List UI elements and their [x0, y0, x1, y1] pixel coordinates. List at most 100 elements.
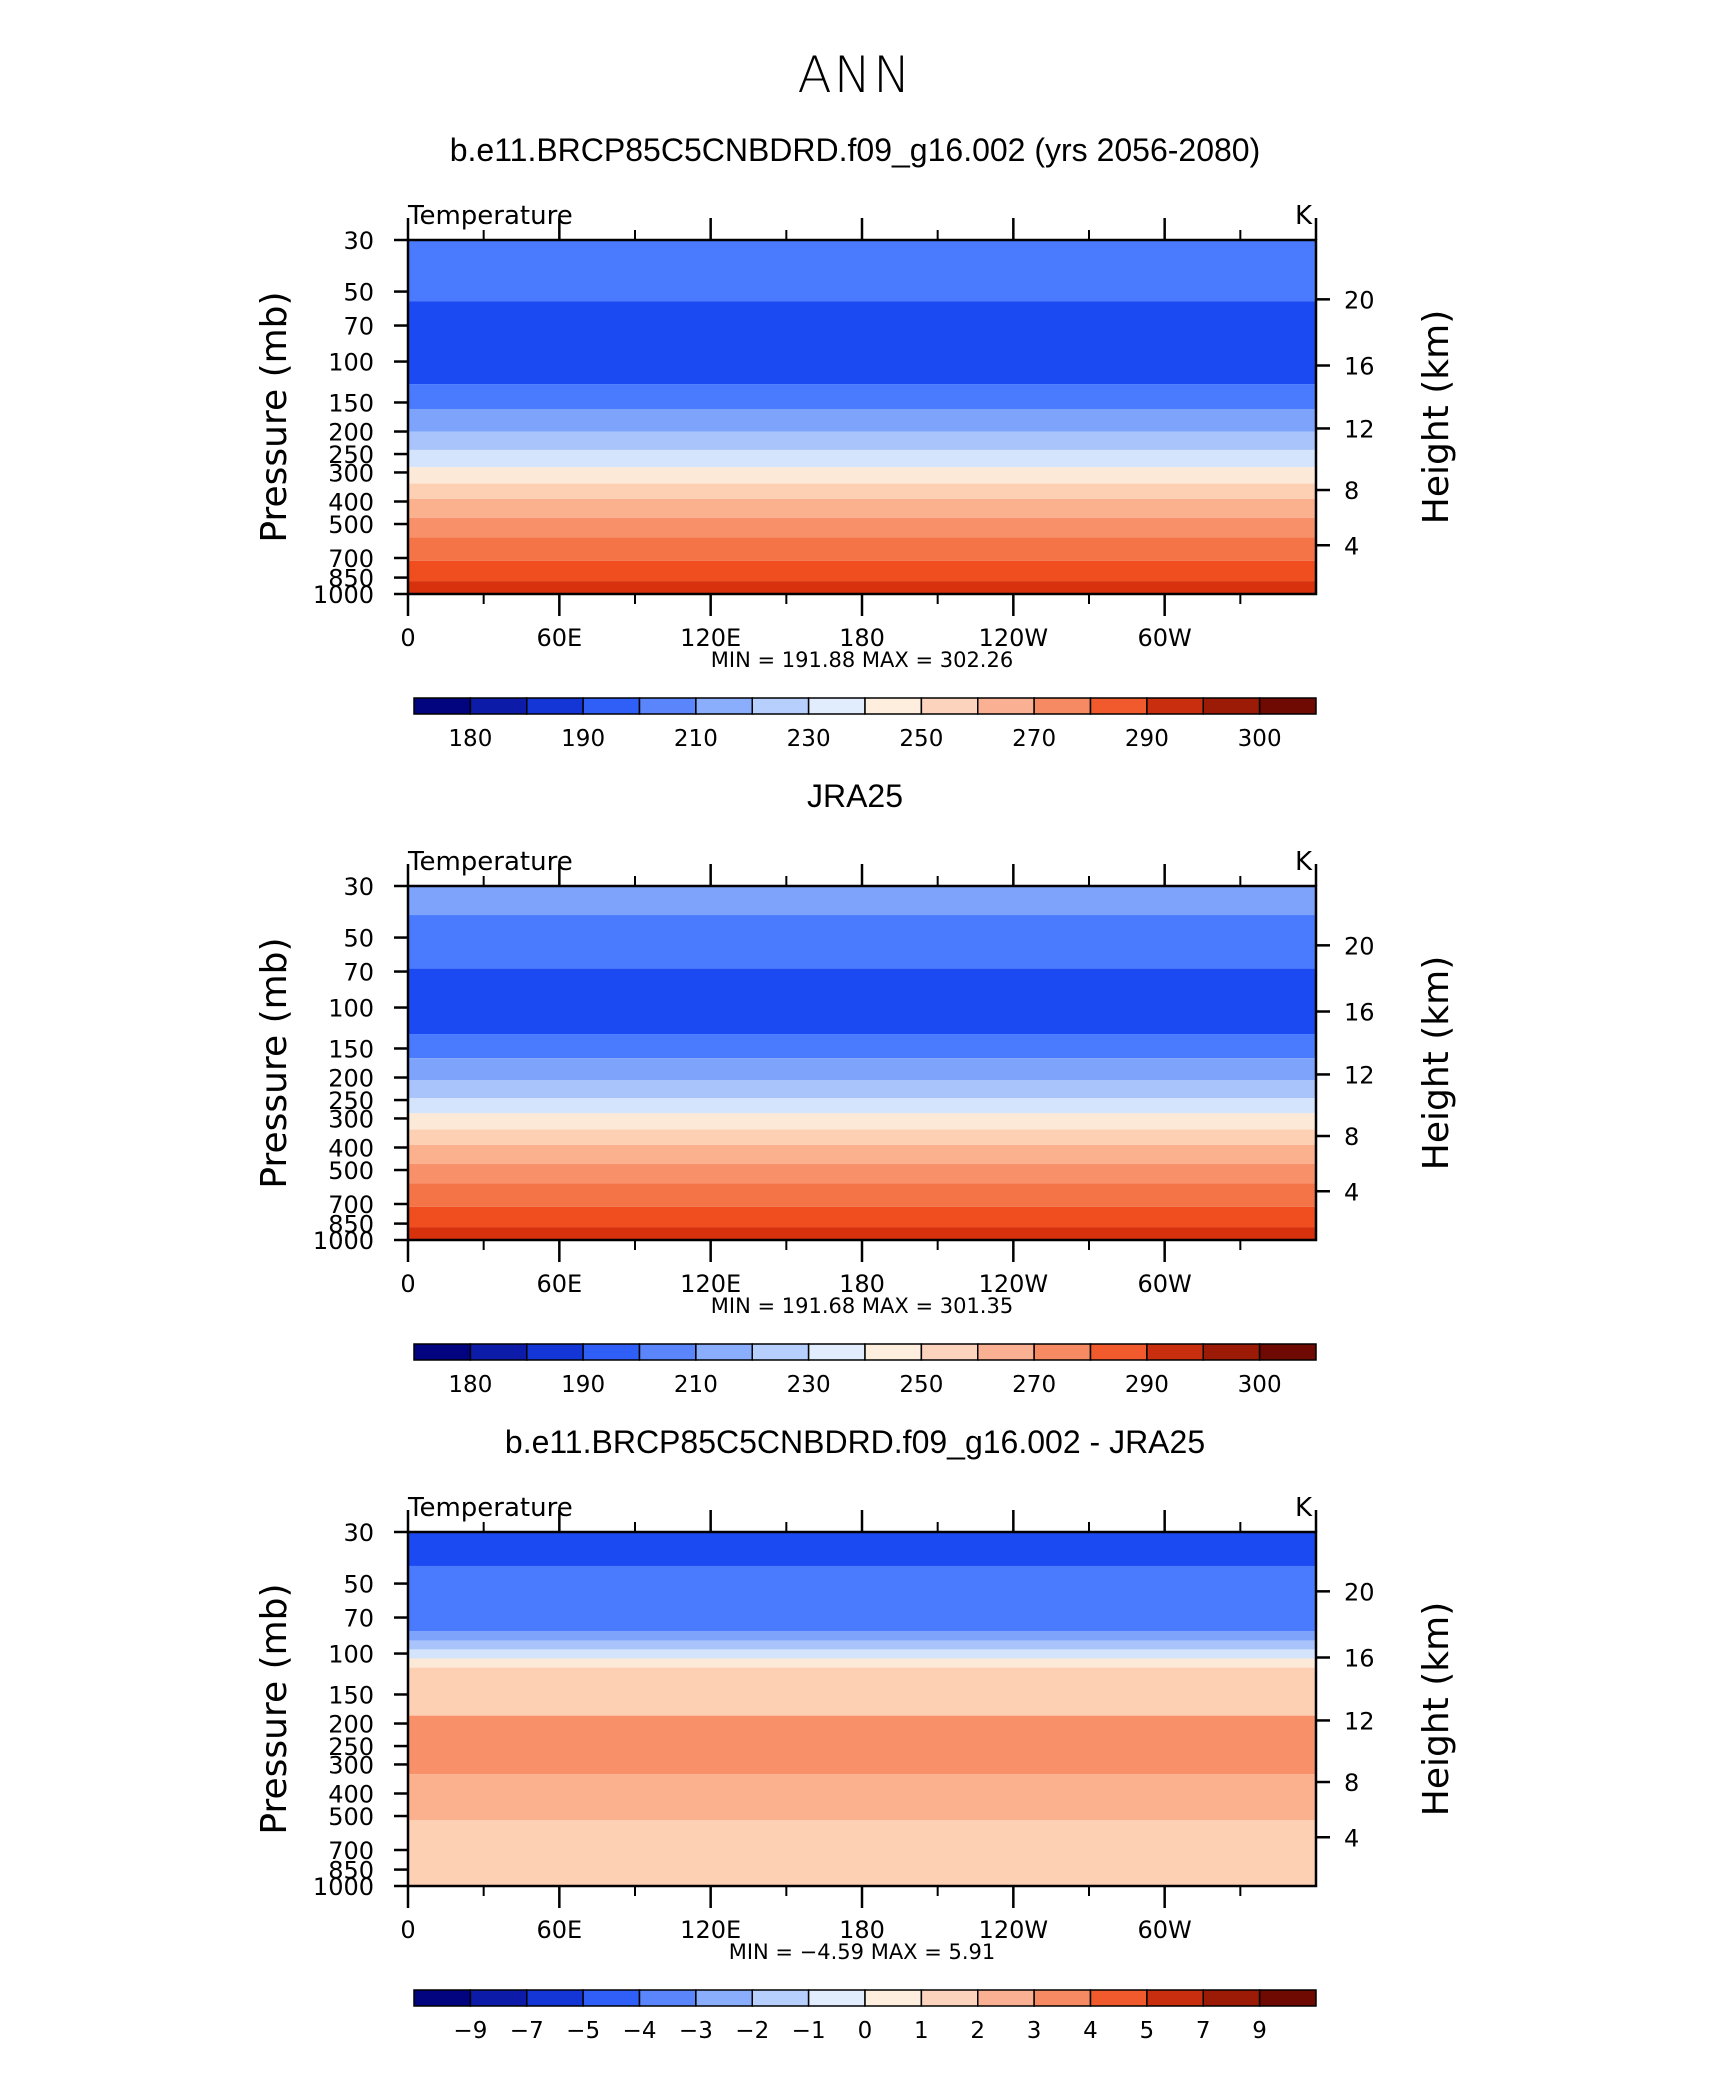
height-tick-label: 8	[1344, 477, 1359, 505]
colorbar-box	[864, 1989, 923, 2007]
units-label: K	[1295, 847, 1313, 877]
pressure-tick-label: 250	[328, 441, 374, 469]
panel-title: JRA25	[807, 778, 903, 814]
variable-label: Temperature	[407, 201, 573, 231]
colorbar-tick-label: 230	[787, 1372, 831, 1398]
x-tick-label: 180	[839, 1916, 885, 1944]
pressure-tick-label: 250	[328, 1733, 374, 1761]
pressure-tick-label: 700	[328, 545, 374, 573]
pressure-tick-label: 150	[328, 389, 374, 417]
colorbar: 180 190 210 230 250 270 290 300	[413, 1343, 1317, 1398]
colorbar-tick-label: 0	[858, 2018, 873, 2044]
colorbar-box	[1146, 1989, 1204, 2007]
x-tick-label: 0	[400, 624, 415, 652]
pressure-tick-label: 850	[328, 1211, 374, 1239]
y-axis-title-right: Height (km)	[1416, 1602, 1457, 1816]
pressure-tick-label: 70	[343, 959, 374, 987]
contour-bands	[408, 1532, 1316, 1886]
height-tick-label: 12	[1344, 1061, 1375, 1089]
contour-band	[408, 1649, 1316, 1659]
colorbar-tick-label: 290	[1125, 1372, 1169, 1398]
contour-band	[408, 1715, 1316, 1775]
height-tick-label: 16	[1344, 999, 1375, 1027]
colorbar-box	[1033, 697, 1092, 715]
colorbar-tick-label: 190	[561, 726, 605, 752]
units-label: K	[1295, 1493, 1313, 1523]
colorbar-box	[695, 697, 753, 715]
colorbar-tick-label: 300	[1238, 1372, 1282, 1398]
pressure-tick-label: 100	[328, 349, 374, 377]
x-tick-label: 60E	[536, 624, 582, 652]
variable-label: Temperature	[407, 847, 573, 877]
contour-band	[408, 1631, 1316, 1641]
pressure-tick-label: 850	[328, 565, 374, 593]
colorbar-tick-label: 180	[448, 726, 492, 752]
colorbar-box	[1146, 1343, 1204, 1361]
colorbar-box	[807, 1989, 866, 2007]
panel-3: b.e11.BRCP85C5CNBDRD.f09_g16.002 - JRA25…	[254, 1424, 1457, 2044]
colorbar-box	[1146, 697, 1204, 715]
colorbar-box	[469, 697, 528, 715]
x-tick-label: 60W	[1138, 1270, 1192, 1298]
x-tick-label: 60E	[536, 1916, 582, 1944]
colorbar-box	[977, 697, 1035, 715]
contour-band	[408, 301, 1316, 385]
colorbar-tick-label: 230	[787, 726, 831, 752]
x-tick-label: 60E	[536, 1270, 582, 1298]
height-tick-label: 20	[1344, 286, 1375, 314]
pressure-tick-label: 70	[343, 1605, 374, 1633]
contour-band	[408, 1658, 1316, 1668]
colorbar-tick-label: −9	[453, 2018, 487, 2044]
pressure-tick-label: 300	[328, 1751, 374, 1779]
y-axis-title-left: Pressure (mb)	[254, 291, 295, 542]
pressure-tick-label: 1000	[313, 1227, 374, 1255]
colorbar-box	[1258, 1989, 1317, 2007]
contour-band	[408, 1113, 1316, 1130]
pressure-tick-label: 400	[328, 1780, 374, 1808]
colorbar-tick-label: 3	[1027, 2018, 1042, 2044]
colorbar-tick-label: 250	[899, 1372, 943, 1398]
colorbar-box	[920, 1989, 979, 2007]
colorbar-tick-label: 250	[899, 726, 943, 752]
colorbar-tick-label: 5	[1140, 2018, 1155, 2044]
panel-title: b.e11.BRCP85C5CNBDRD.f09_g16.002 (yrs 20…	[450, 132, 1261, 168]
colorbar-box	[413, 1989, 472, 2007]
colorbar-box	[582, 697, 641, 715]
contour-bands	[408, 886, 1316, 1240]
pressure-tick-label: 400	[328, 1134, 374, 1162]
contour-band	[408, 1098, 1316, 1114]
pressure-tick-label: 1000	[313, 581, 374, 609]
contour-band	[408, 449, 1316, 468]
pressure-tick-label: 50	[343, 279, 374, 307]
colorbar-tick-label: 2	[970, 2018, 985, 2044]
pressure-tick-label: 200	[328, 1065, 374, 1093]
pressure-tick-label: 250	[328, 1087, 374, 1115]
colorbar-tick-label: 300	[1238, 726, 1282, 752]
contour-band	[408, 431, 1316, 450]
pressure-tick-label: 1000	[313, 1873, 374, 1901]
height-tick-label: 12	[1344, 415, 1375, 443]
height-tick-label: 12	[1344, 1707, 1375, 1735]
pressure-tick-label: 30	[343, 227, 374, 255]
contour-band	[408, 1640, 1316, 1650]
colorbar-box	[582, 1343, 641, 1361]
colorbar-tick-label: 7	[1196, 2018, 1211, 2044]
x-tick-label: 180	[839, 624, 885, 652]
colorbar-tick-label: 270	[1012, 1372, 1056, 1398]
pressure-tick-label: 30	[343, 873, 374, 901]
panel-2: JRA25 Temperature K 0 60E 120E 180 120W 60W 30 50 7…	[254, 778, 1457, 1398]
height-tick-label: 4	[1344, 1824, 1359, 1852]
pressure-tick-label: 500	[328, 1157, 374, 1185]
x-tick-label: 180	[839, 1270, 885, 1298]
pressure-tick-label: 50	[343, 1571, 374, 1599]
colorbar-box	[469, 1989, 528, 2007]
colorbar-box	[638, 1343, 697, 1361]
colorbar-box	[1202, 1343, 1261, 1361]
x-tick-label: 60W	[1138, 624, 1192, 652]
x-tick-label: 120W	[979, 1270, 1049, 1298]
colorbar-box	[1089, 697, 1148, 715]
colorbar-box	[977, 1343, 1035, 1361]
pressure-tick-label: 700	[328, 1837, 374, 1865]
contour-band	[408, 1565, 1316, 1632]
